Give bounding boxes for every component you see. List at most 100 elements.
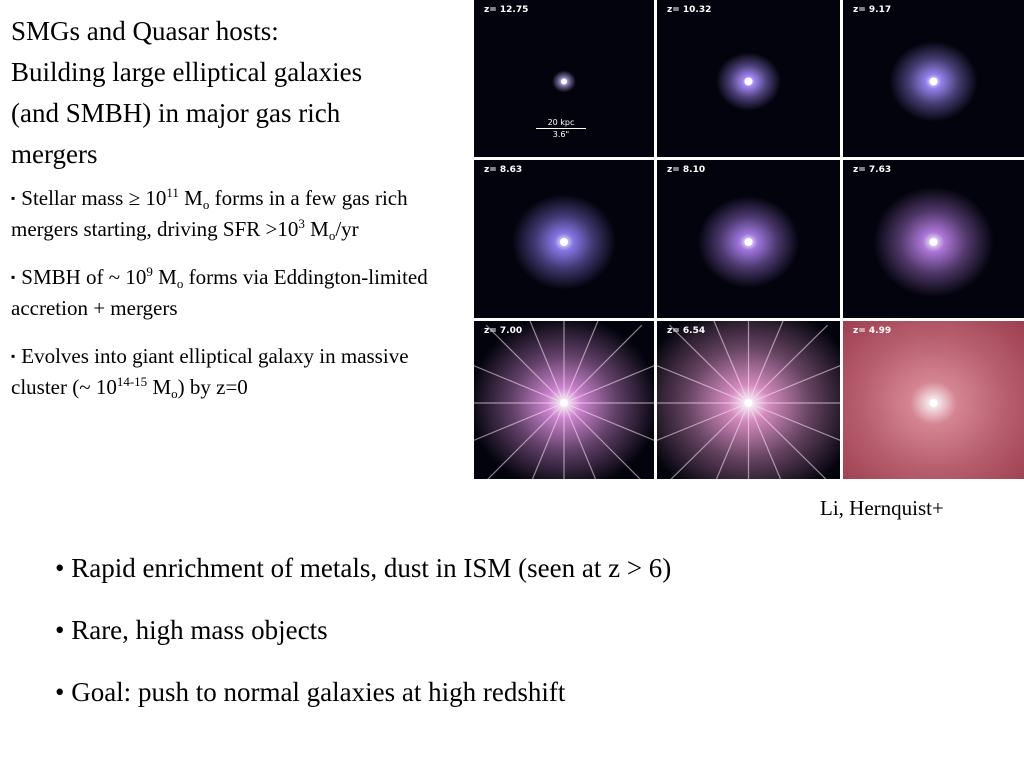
square-bullet-icon: ▪ (11, 270, 16, 284)
slide-title: SMGs and Quasar hosts: Building large el… (11, 11, 466, 175)
title-line: (and SMBH) in major gas rich (11, 98, 341, 128)
redshift-label: z= 8.10 (667, 165, 706, 175)
bullet-text: ) by z=0 (177, 375, 248, 399)
galaxy-core (560, 238, 568, 246)
bullet-text: Evolves into giant elliptical galaxy in … (11, 344, 409, 399)
galaxy-render (697, 196, 800, 288)
superscript: 14-15 (116, 374, 148, 389)
bullet-text: Stellar mass ≥ 10 (21, 186, 167, 210)
redshift-label: z= 10.32 (667, 5, 712, 15)
superscript: 9 (146, 264, 153, 279)
simulation-panel: z= 12.75 20 kpc 3.6" (474, 0, 654, 157)
lower-bullet: • Rapid enrichment of metals, dust in IS… (55, 553, 672, 583)
simulation-panel: z= 6.54 (657, 321, 840, 479)
subscript: o (176, 276, 184, 291)
light-ray (748, 402, 827, 479)
subscript: o (328, 228, 336, 243)
bullet-stellar-mass: ▪ Stellar mass ≥ 1011 Mo forms in a few g… (11, 183, 466, 245)
galaxy-render (889, 41, 978, 122)
light-ray (487, 402, 565, 479)
galaxy-render (512, 194, 616, 290)
galaxy-render (552, 70, 576, 93)
redshift-label: z= 8.63 (484, 165, 523, 175)
bullet-list: ▪ Stellar mass ≥ 1011 Mo forms in a few g… (11, 183, 466, 420)
simulation-panel: z= 8.63 (474, 160, 654, 318)
light-ray (485, 324, 565, 404)
bullet-text: M (152, 265, 177, 289)
redshift-label: z= 4.99 (853, 326, 892, 336)
light-ray (657, 365, 749, 404)
lower-bullet: • Goal: push to normal galaxies at high … (55, 677, 566, 707)
galaxy-render (715, 52, 782, 111)
galaxy-core (929, 238, 938, 246)
bullet-text: M (147, 375, 172, 399)
simulation-panel: z= 4.99 (843, 321, 1024, 479)
bullet-text: SMBH of ~ 10 (21, 265, 147, 289)
simulation-panel: z= 7.63 (843, 160, 1024, 318)
title-line: mergers (11, 139, 98, 169)
redshift-label: z= 9.17 (853, 5, 892, 15)
simulation-panel: z= 7.00 (474, 321, 654, 479)
light-ray (474, 365, 565, 404)
superscript: 3 (298, 216, 305, 231)
simulation-panel: z= 10.32 (657, 0, 840, 157)
light-ray (748, 402, 840, 441)
light-ray (747, 402, 782, 479)
light-ray (668, 324, 749, 404)
galaxy-core (744, 77, 753, 86)
redshift-label: z= 7.00 (484, 326, 523, 336)
redshift-label: z= 7.63 (853, 165, 892, 175)
scale-bar-line (536, 128, 586, 129)
square-bullet-icon: ▪ (11, 349, 16, 363)
light-ray (563, 402, 641, 479)
lower-bullet-list: • Rapid enrichment of metals, dust in IS… (55, 548, 671, 734)
title-line: SMGs and Quasar hosts: (11, 16, 279, 46)
title-line: Building large elliptical galaxies (11, 57, 363, 87)
light-ray (670, 402, 749, 479)
bullet-text: /yr (335, 217, 359, 241)
bullet-evolves: ▪ Evolves into giant elliptical galaxy in… (11, 341, 466, 403)
galaxy-core (560, 399, 568, 407)
galaxy-core (561, 78, 567, 85)
light-ray (713, 321, 750, 404)
simulation-image-grid: z= 12.75 20 kpc 3.6" z= 10.32 z= 9.17 z= 8.63… (474, 0, 1024, 479)
lower-bullet: • Rare, high mass objects (55, 615, 328, 645)
light-ray (563, 402, 654, 441)
scale-bar-arcsec: 3.6" (552, 130, 570, 139)
scale-bar-kpc: 20 kpc (547, 118, 575, 127)
galaxy-render (474, 321, 654, 479)
subscript: o (202, 197, 210, 212)
light-ray (563, 324, 643, 404)
square-bullet-icon: ▪ (11, 191, 16, 205)
light-ray (474, 402, 565, 441)
light-ray (715, 402, 750, 479)
light-ray (748, 324, 829, 404)
superscript: 11 (166, 185, 179, 200)
light-ray (563, 365, 654, 404)
subscript: o (171, 386, 178, 401)
galaxy-core (929, 399, 938, 407)
bullet-smbh: ▪ SMBH of ~ 109 Mo forms via Eddington-li… (11, 262, 466, 324)
bullet-text: M (304, 217, 329, 241)
bullet-text: M (178, 186, 203, 210)
simulation-panel: z= 9.17 (843, 0, 1024, 157)
figure-credit: Li, Hernquist+ (820, 496, 944, 520)
scale-bar: 20 kpc 3.6" (536, 118, 586, 139)
light-ray (748, 365, 840, 404)
redshift-label: z= 6.54 (667, 326, 706, 336)
redshift-label: z= 12.75 (484, 5, 529, 15)
galaxy-render (843, 321, 1024, 479)
galaxy-core (929, 77, 938, 86)
light-ray (657, 402, 749, 441)
light-ray (563, 321, 599, 404)
galaxy-core (744, 399, 753, 407)
galaxy-core (744, 238, 753, 246)
bullet-text: forms via Eddington-limited accretion + … (11, 265, 428, 320)
simulation-panel: z= 8.10 (657, 160, 840, 318)
galaxy-render (657, 321, 840, 479)
bullet-text: forms in a few gas rich mergers starting… (11, 186, 408, 241)
galaxy-render (873, 186, 994, 298)
light-ray (529, 321, 565, 404)
light-ray (563, 402, 597, 479)
light-ray (531, 402, 565, 479)
